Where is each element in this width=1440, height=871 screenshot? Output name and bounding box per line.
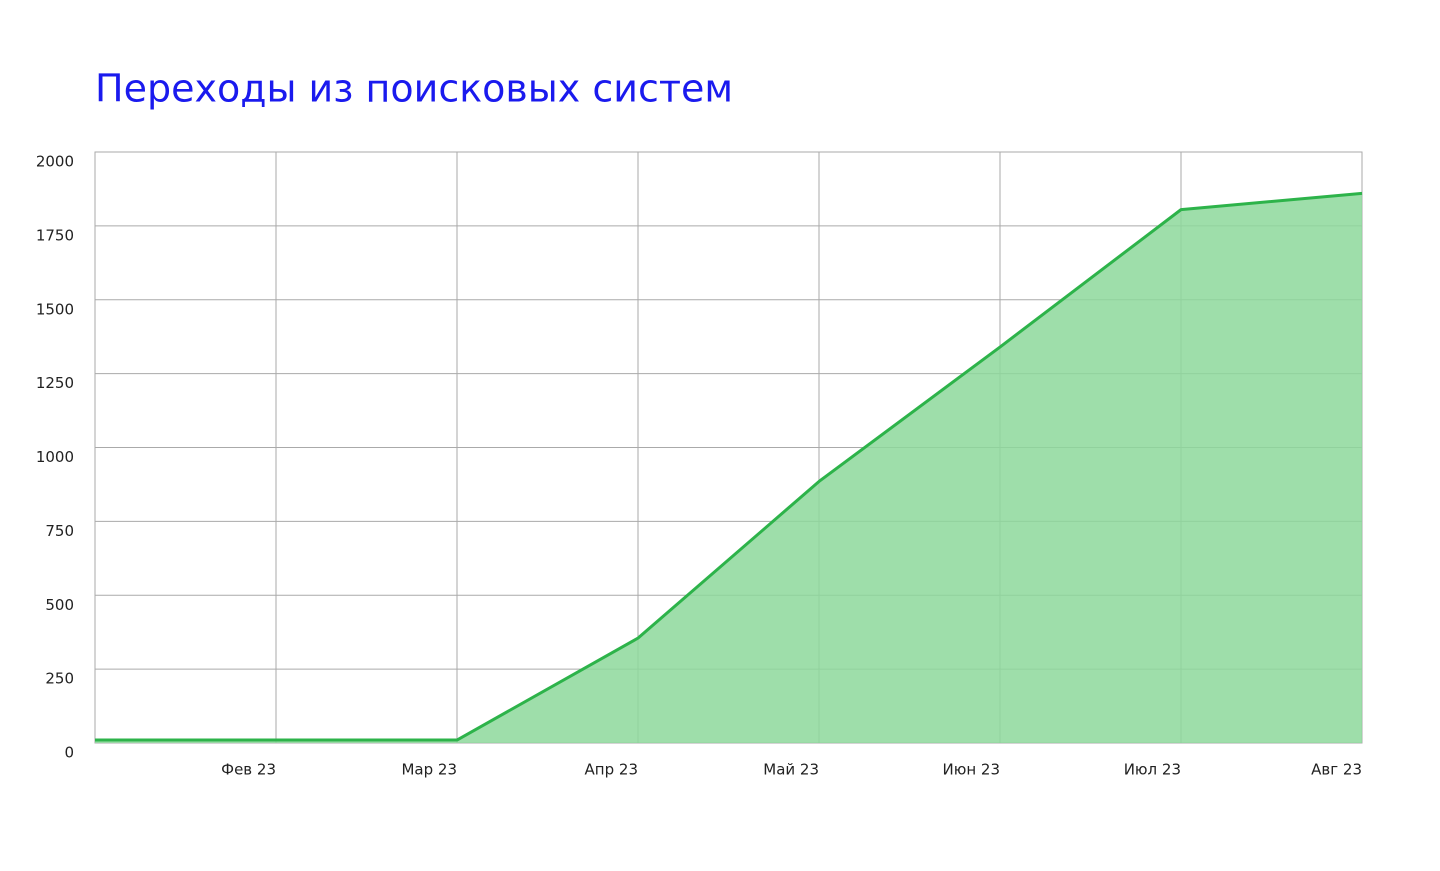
area-fill xyxy=(95,193,1362,743)
y-tick-label: 1500 xyxy=(36,300,74,318)
area-line xyxy=(95,191,1363,742)
y-tick-label: 500 xyxy=(45,596,74,614)
y-tick-label: 250 xyxy=(45,670,74,688)
chart-title: Переходы из поисковых систем xyxy=(95,67,733,111)
y-tick-label: 1000 xyxy=(36,448,74,466)
x-tick-label: Май 23 xyxy=(763,761,819,779)
y-tick-label: 1250 xyxy=(36,374,74,392)
y-tick-label: 1750 xyxy=(36,226,74,244)
x-tick-label: Мар 23 xyxy=(401,761,457,779)
y-tick-label: 0 xyxy=(64,744,74,762)
x-tick-label: Апр 23 xyxy=(585,761,638,779)
x-tick-label: Июл 23 xyxy=(1124,761,1181,779)
y-tick-label: 2000 xyxy=(36,153,74,171)
x-tick-label: Фев 23 xyxy=(221,761,276,779)
x-tick-label: Июн 23 xyxy=(942,761,1000,779)
x-tick-label: Авг 23 xyxy=(1311,761,1362,779)
y-tick-label: 750 xyxy=(45,522,74,540)
